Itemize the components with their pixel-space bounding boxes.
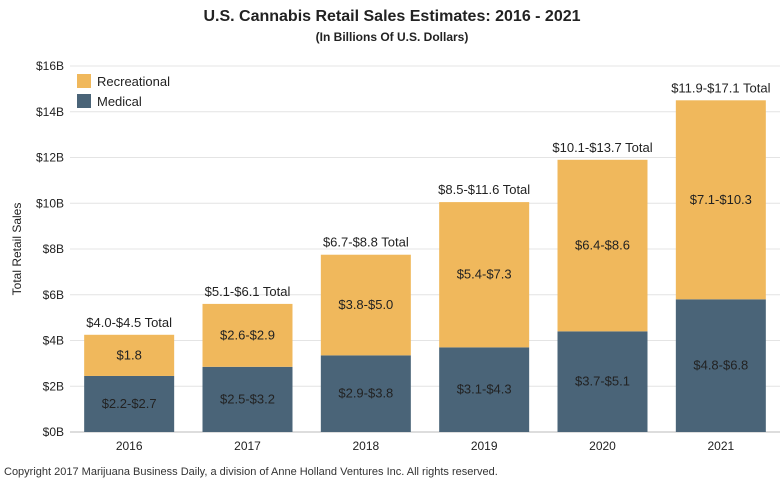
legend-swatch-medical (77, 94, 91, 108)
bar-recreational-2020 (557, 159, 648, 332)
bar-value-label: $1.8 (117, 347, 142, 362)
y-tick-label: $14B (36, 105, 64, 119)
bar-value-label: $3.7-$5.1 (575, 374, 630, 389)
chart-title: U.S. Cannabis Retail Sales Estimates: 20… (203, 8, 581, 25)
bar-medical-2016 (84, 375, 175, 432)
chart-subtitle: (In Billions Of U.S. Dollars) (315, 30, 469, 44)
y-tick-label: $0B (43, 425, 64, 439)
bar-medical-2019 (439, 347, 530, 432)
y-tick-label: $16B (36, 59, 64, 73)
bar-value-label: $3.8-$5.0 (338, 297, 393, 312)
bar-value-label: $2.9-$3.8 (338, 386, 393, 401)
bar-total-label: $11.9-$17.1 Total (671, 80, 770, 95)
y-axis-title: Total Retail Sales (10, 203, 24, 296)
legend-label: Medical (97, 94, 142, 109)
bar-recreational-2021 (675, 100, 766, 300)
bar-value-label: $2.2-$2.7 (102, 396, 157, 411)
bar-recreational-2016 (84, 334, 175, 376)
y-tick-label: $8B (43, 242, 64, 256)
bar-value-label: $4.8-$6.8 (693, 358, 748, 373)
bar-total-label: $4.0-$4.5 Total (86, 315, 172, 330)
y-tick-label: $6B (43, 288, 64, 302)
bar-value-label: $2.6-$2.9 (220, 327, 275, 342)
bar-value-label: $5.4-$7.3 (457, 267, 512, 282)
x-tick-label: 2017 (234, 439, 261, 453)
bar-total-label: $6.7-$8.8 Total (323, 235, 409, 250)
bar-medical-2021 (675, 299, 766, 432)
y-tick-label: $12B (36, 151, 64, 165)
x-tick-label: 2016 (116, 439, 143, 453)
bar-value-label: $2.5-$3.2 (220, 391, 275, 406)
legend-label: Recreational (97, 74, 170, 89)
bar-total-label: $5.1-$6.1 Total (205, 284, 291, 299)
bar-medical-2017 (202, 366, 293, 432)
y-tick-label: $4B (43, 334, 64, 348)
bar-total-label: $8.5-$11.6 Total (438, 182, 530, 197)
x-tick-label: 2021 (707, 439, 734, 453)
bar-value-label: $7.1-$10.3 (690, 192, 752, 207)
bar-medical-2020 (557, 331, 648, 432)
bar-recreational-2019 (439, 202, 530, 348)
copyright-footer: Copyright 2017 Marijuana Business Daily,… (4, 466, 498, 478)
x-tick-label: 2020 (589, 439, 616, 453)
y-tick-label: $10B (36, 196, 64, 210)
bar-recreational-2017 (202, 303, 293, 367)
x-tick-label: 2018 (352, 439, 379, 453)
bar-recreational-2018 (320, 254, 411, 356)
legend-swatch-recreational (77, 74, 91, 88)
bar-total-label: $10.1-$13.7 Total (552, 140, 652, 155)
x-tick-label: 2019 (471, 439, 498, 453)
y-tick-label: $2B (43, 379, 64, 393)
bar-value-label: $3.1-$4.3 (457, 382, 512, 397)
bar-medical-2018 (320, 355, 411, 432)
bar-value-label: $6.4-$8.6 (575, 238, 630, 253)
